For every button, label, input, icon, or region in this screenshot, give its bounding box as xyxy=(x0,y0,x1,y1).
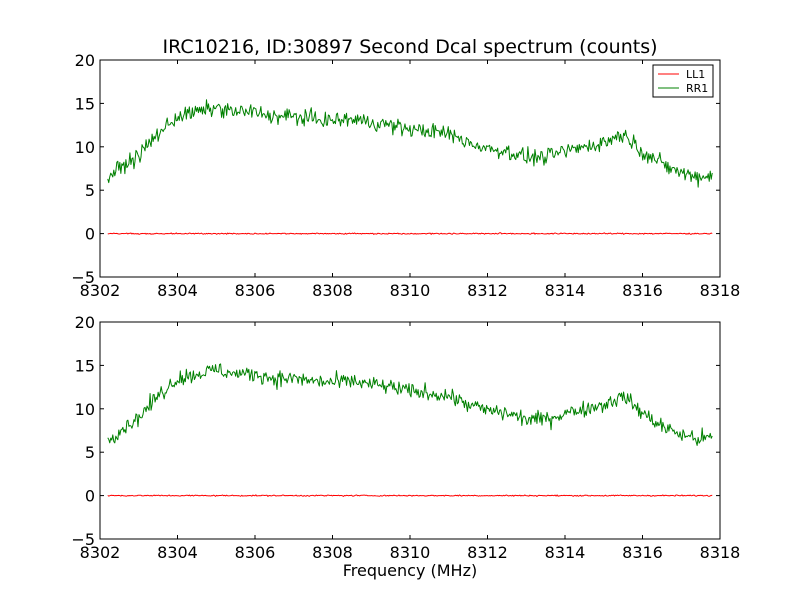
x-tick-label: 8302 xyxy=(80,543,121,562)
x-tick-label: 8318 xyxy=(700,543,741,562)
x-tick-label: 8308 xyxy=(312,281,353,300)
y-tick-label: 10 xyxy=(75,400,95,419)
x-tick-label: 8306 xyxy=(235,543,276,562)
x-tick-label: 8304 xyxy=(157,281,198,300)
x-tick-label: 8316 xyxy=(622,281,663,300)
y-tick-label: 15 xyxy=(75,94,95,113)
x-tick-label: 8308 xyxy=(312,543,353,562)
y-tick-label: 20 xyxy=(75,51,95,70)
y-tick-label: 5 xyxy=(85,181,95,200)
y-tick-label: 20 xyxy=(75,313,95,332)
x-tick-label: 8312 xyxy=(467,543,508,562)
x-tick-label: 8318 xyxy=(700,281,741,300)
series-rr1-line xyxy=(107,99,713,188)
series-line-0-line xyxy=(107,494,713,497)
series-ll1-line xyxy=(107,232,713,235)
y-tick-label: 0 xyxy=(85,487,95,506)
top-panel: 8302 8304 8306 8308 8310 8312 8314 8316 8318 −5 0 5… xyxy=(71,51,740,300)
x-axis-label: Frequency (MHz) xyxy=(343,561,477,580)
x-tick-label: 8316 xyxy=(622,543,663,562)
x-tick-label: 8310 xyxy=(390,543,431,562)
y-tick-label: −5 xyxy=(71,268,95,287)
legend-box xyxy=(652,64,714,98)
y-tick-label: 5 xyxy=(85,443,95,462)
x-tick-label: 8302 xyxy=(80,281,121,300)
x-tick-label: 8310 xyxy=(390,281,431,300)
bottom-panel: 8302 8304 8306 8308 8310 8312 8314 8316 8318 −5 0 5… xyxy=(71,313,740,562)
x-tick-label: 8304 xyxy=(157,543,198,562)
legend-entry-ll1: LL1 xyxy=(686,68,705,81)
x-tick-label: 8312 xyxy=(467,281,508,300)
chart-title: IRC10216, ID:30897 Second Dcal spectrum … xyxy=(162,36,657,58)
legend-entry-rr1: RR1 xyxy=(686,82,708,95)
x-tick-label: 8306 xyxy=(235,281,276,300)
x-tick-label: 8314 xyxy=(545,281,586,300)
y-tick-label: −5 xyxy=(71,530,95,549)
y-tick-label: 0 xyxy=(85,225,95,244)
x-tick-label: 8314 xyxy=(545,543,586,562)
series-line-1-line xyxy=(107,363,713,446)
y-tick-label: 15 xyxy=(75,356,95,375)
y-tick-label: 10 xyxy=(75,138,95,157)
